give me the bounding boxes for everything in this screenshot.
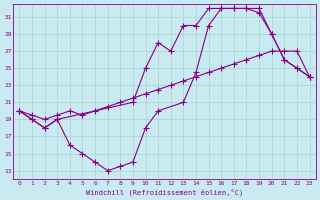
X-axis label: Windchill (Refroidissement éolien,°C): Windchill (Refroidissement éolien,°C) [86, 188, 243, 196]
